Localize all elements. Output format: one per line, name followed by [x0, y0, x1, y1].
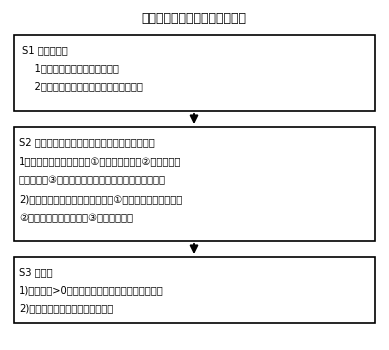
- Text: 2)对相关区域配置两维绿波模式：①确定各子区原点位置，: 2)对相关区域配置两维绿波模式：①确定各子区原点位置，: [19, 194, 182, 204]
- Text: 期、限速，③或与发限速、信号计时、变速等参考提示: 期、限速，③或与发限速、信号计时、变速等参考提示: [19, 175, 166, 185]
- Text: ②计算两维绿波时间差，③配置过渡期；: ②计算两维绿波时间差，③配置过渡期；: [19, 213, 133, 223]
- Text: 2)过渡周期均为０，运行比率模式: 2)过渡周期均为０，运行比率模式: [19, 303, 113, 313]
- Text: 2）获取路网区域各路段长度和交通用时: 2）获取路网区域各路段长度和交通用时: [22, 81, 143, 91]
- Bar: [14, 35, 375, 111]
- Text: S2 根据弦超模类型模式指令计算配置新弦超模：: S2 根据弦超模类型模式指令计算配置新弦超模：: [19, 137, 155, 147]
- Bar: [14, 127, 375, 241]
- Text: 交通信号弦超模控制方法流程图: 交通信号弦超模控制方法流程图: [142, 12, 247, 25]
- Text: S3 执行：: S3 执行：: [19, 267, 53, 277]
- Bar: [14, 257, 375, 323]
- Text: 1）弦超模基本参数设置：①分区网路节点，②或与重配周: 1）弦超模基本参数设置：①分区网路节点，②或与重配周: [19, 156, 181, 166]
- Text: 1）计算配置默认比率信号模式: 1）计算配置默认比率信号模式: [22, 63, 119, 73]
- Text: 1)过渡周期>0，减１，红灯或无信号等待下秒执行: 1)过渡周期>0，减１，红灯或无信号等待下秒执行: [19, 285, 164, 295]
- Text: S1 启动配置：: S1 启动配置：: [22, 45, 68, 55]
